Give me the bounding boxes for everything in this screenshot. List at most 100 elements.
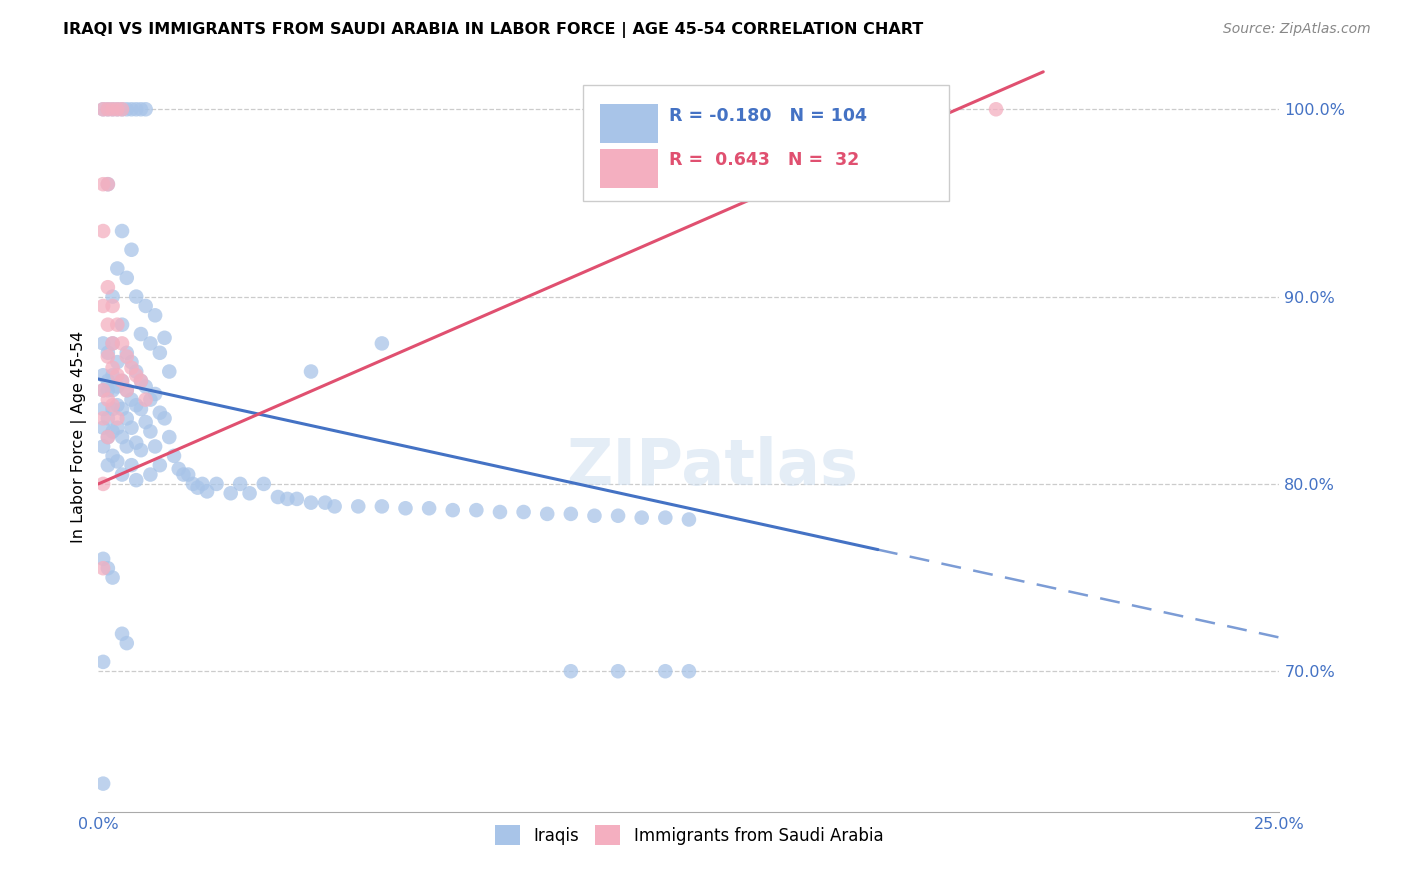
Point — [299, 364, 322, 378]
Point — [111, 102, 134, 116]
Point — [91, 655, 114, 669]
FancyBboxPatch shape — [582, 85, 949, 201]
Point — [371, 336, 394, 351]
Point — [121, 360, 143, 375]
Point — [101, 401, 124, 416]
Point — [143, 308, 166, 322]
Point — [101, 102, 124, 116]
Point — [191, 476, 214, 491]
Point — [129, 326, 152, 341]
Point — [101, 449, 124, 463]
Point — [253, 476, 276, 491]
Point — [91, 224, 114, 238]
Point — [97, 561, 120, 575]
Point — [101, 299, 124, 313]
Point — [121, 243, 143, 257]
Point — [105, 102, 128, 116]
Point — [129, 102, 152, 116]
Point — [111, 318, 134, 332]
Point — [101, 360, 124, 375]
Point — [195, 484, 218, 499]
Point — [314, 495, 336, 509]
Point — [157, 430, 180, 444]
Point — [149, 406, 172, 420]
Point — [101, 102, 124, 116]
Point — [139, 392, 162, 407]
Text: Source: ZipAtlas.com: Source: ZipAtlas.com — [1223, 22, 1371, 37]
Point — [441, 503, 464, 517]
Point — [97, 411, 120, 425]
Point — [91, 383, 114, 397]
Point — [91, 299, 114, 313]
Point — [105, 102, 128, 116]
Point — [139, 467, 162, 482]
Point — [205, 476, 228, 491]
Point — [125, 473, 148, 487]
Point — [105, 454, 128, 468]
Point — [560, 507, 582, 521]
Point — [101, 336, 124, 351]
Point — [187, 481, 209, 495]
Text: R =  0.643   N =  32: R = 0.643 N = 32 — [669, 151, 859, 169]
Point — [135, 379, 157, 393]
Point — [115, 411, 138, 425]
Point — [285, 491, 308, 506]
Point — [654, 510, 676, 524]
Point — [91, 476, 114, 491]
Point — [91, 439, 114, 453]
Point — [97, 318, 120, 332]
Point — [512, 505, 534, 519]
Point — [91, 776, 114, 790]
Point — [105, 411, 128, 425]
Point — [115, 636, 138, 650]
Point — [560, 664, 582, 679]
Point — [101, 398, 124, 412]
Point — [97, 430, 120, 444]
Point — [97, 177, 120, 191]
Point — [97, 383, 120, 397]
Point — [347, 500, 370, 514]
Point — [276, 491, 298, 506]
Point — [111, 224, 134, 238]
Point — [97, 280, 120, 294]
Point — [101, 571, 124, 585]
Point — [105, 379, 128, 393]
Point — [177, 467, 200, 482]
Point — [219, 486, 242, 500]
Point — [97, 374, 120, 388]
Point — [984, 102, 1007, 116]
Point — [91, 561, 114, 575]
Point — [129, 443, 152, 458]
Point — [111, 401, 134, 416]
Point — [91, 420, 114, 434]
Point — [101, 289, 124, 303]
Point — [371, 500, 394, 514]
Point — [678, 664, 700, 679]
Point — [125, 435, 148, 450]
Point — [172, 467, 194, 482]
Point — [149, 458, 172, 472]
Point — [163, 449, 186, 463]
Point — [143, 387, 166, 401]
Point — [418, 501, 440, 516]
Point — [97, 458, 120, 472]
Point — [129, 374, 152, 388]
Point — [101, 383, 124, 397]
Point — [101, 336, 124, 351]
Point — [125, 289, 148, 303]
Point — [239, 486, 262, 500]
Point — [181, 476, 204, 491]
Point — [299, 495, 322, 509]
Point — [111, 102, 134, 116]
Point — [135, 392, 157, 407]
Point — [91, 336, 114, 351]
Point — [465, 503, 488, 517]
Point — [125, 102, 148, 116]
Y-axis label: In Labor Force | Age 45-54: In Labor Force | Age 45-54 — [72, 331, 87, 543]
Point — [394, 501, 416, 516]
Point — [149, 345, 172, 359]
Point — [91, 383, 114, 397]
Point — [139, 425, 162, 439]
Point — [91, 401, 114, 416]
Point — [143, 439, 166, 453]
